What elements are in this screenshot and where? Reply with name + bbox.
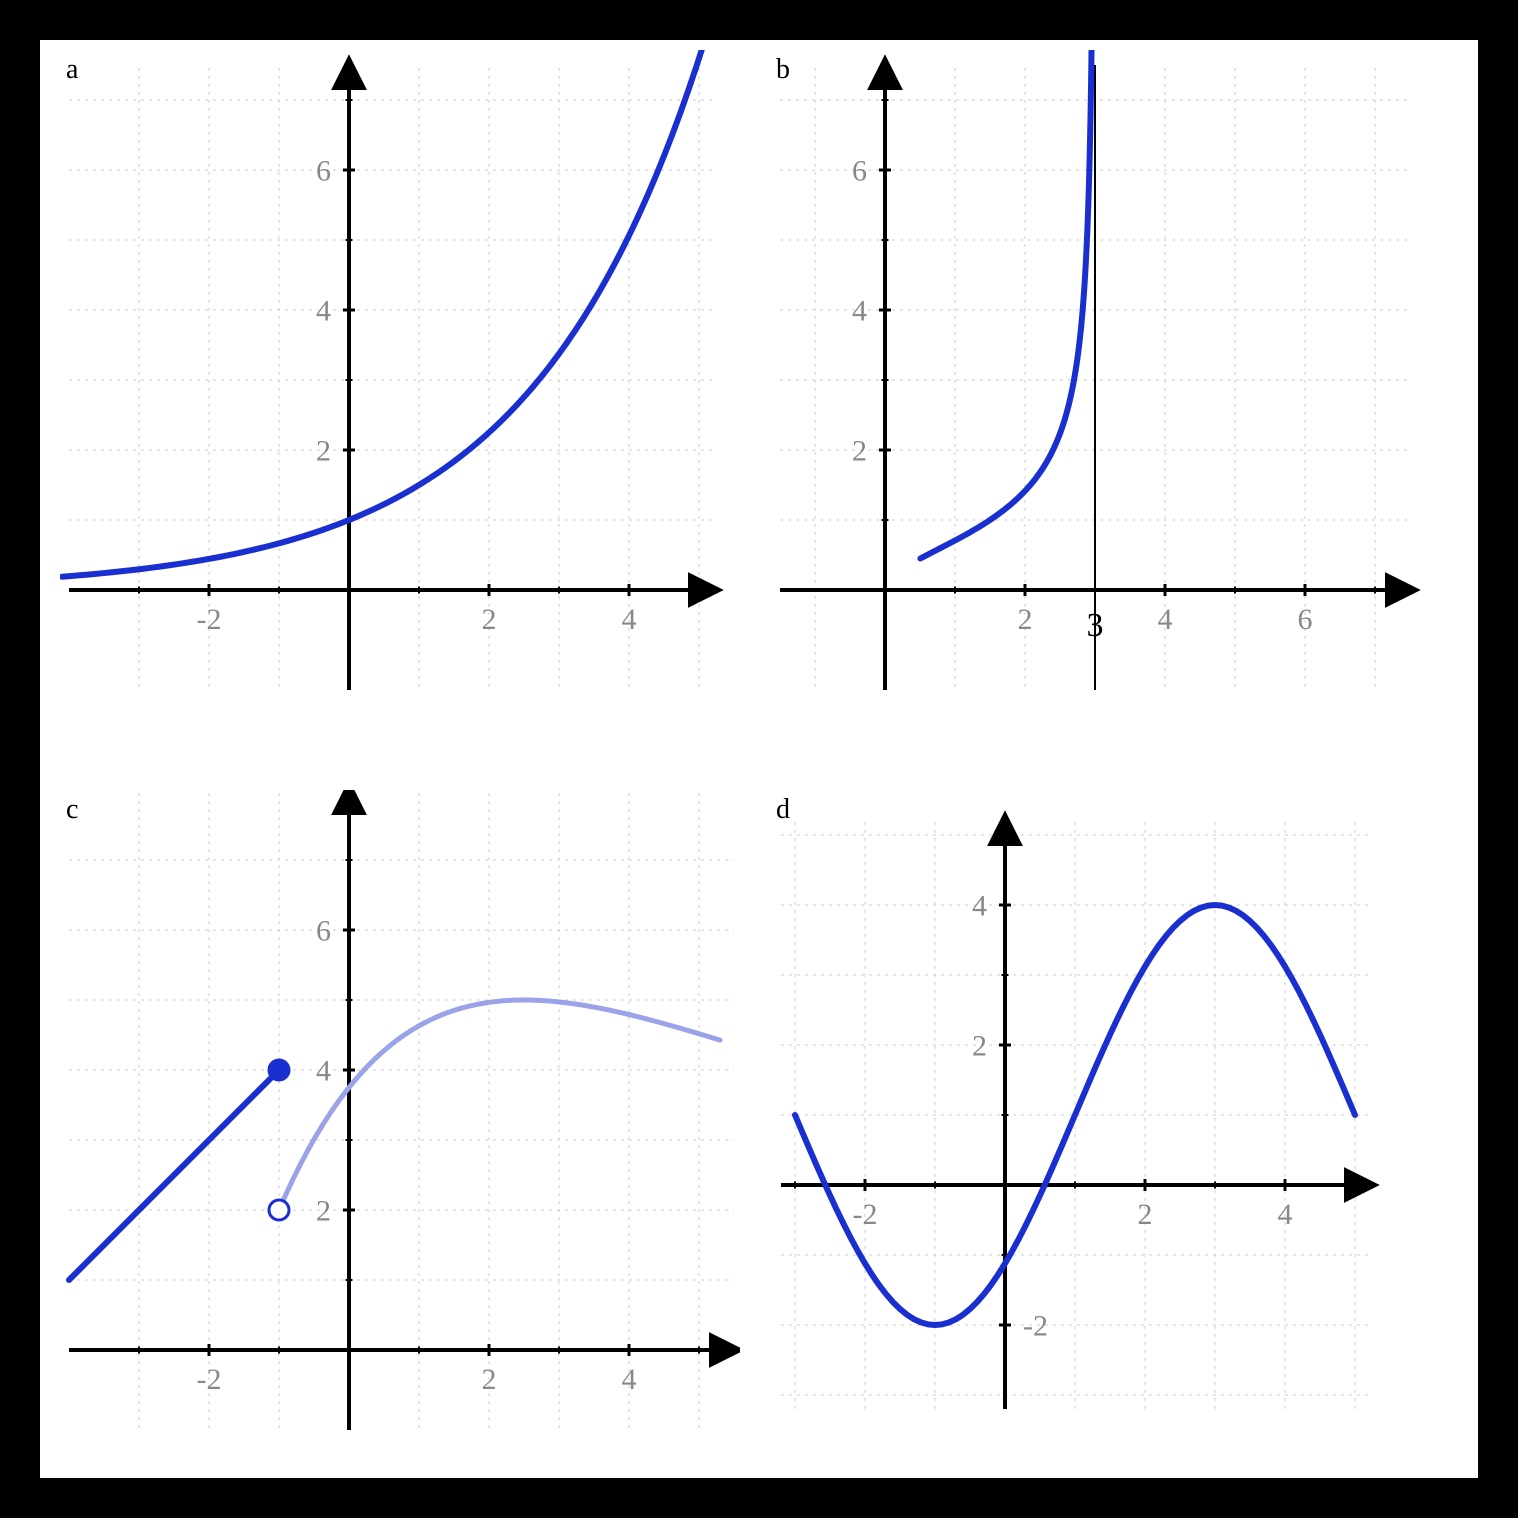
y-tick-label: 4 bbox=[316, 295, 331, 328]
panel-c-label: c bbox=[66, 794, 78, 826]
y-tick-label: 6 bbox=[852, 155, 867, 188]
x-tick-label: 4 bbox=[1278, 1198, 1293, 1231]
y-tick-label: 6 bbox=[316, 915, 331, 948]
panel-d-label: d bbox=[776, 794, 790, 826]
y-tick-label: 6 bbox=[316, 155, 331, 188]
panel-d: d -2 2 4 -2 2 4 bbox=[770, 790, 1450, 1430]
panel-a: a -2 2 4 2 4 6 bbox=[60, 50, 740, 690]
point-open bbox=[269, 1200, 289, 1220]
y-tick-label: 2 bbox=[316, 1195, 331, 1228]
panel-b: b 2 4 6 2 4 6 3 bbox=[770, 50, 1450, 690]
y-tick-label: 2 bbox=[316, 435, 331, 468]
curve bbox=[920, 50, 1091, 559]
curve bbox=[62, 50, 713, 577]
x-tick-label: 2 bbox=[1018, 603, 1033, 636]
curve bbox=[69, 1070, 279, 1280]
panel-c: c -2 2 4 2 4 6 bbox=[60, 790, 740, 1430]
grid bbox=[69, 65, 713, 690]
x-tick-label: 6 bbox=[1298, 603, 1313, 636]
x-tick-label: 4 bbox=[622, 603, 637, 636]
x-tick-label: -2 bbox=[197, 1363, 222, 1396]
y-tick-label: 2 bbox=[972, 1030, 987, 1063]
axes bbox=[69, 790, 734, 1430]
x-tick-label: -2 bbox=[197, 603, 222, 636]
x-tick-label: 2 bbox=[1138, 1198, 1153, 1231]
curve bbox=[279, 1000, 720, 1210]
x-tick-label: 2 bbox=[482, 603, 497, 636]
y-tick-label: 4 bbox=[316, 1055, 331, 1088]
figure-frame: a -2 2 4 2 4 6 b 2 4 6 2 4 6 3 c -2 2 4 2 4 6 d -2 2 4 -2 2 4 bbox=[40, 40, 1478, 1478]
x-tick-label: 4 bbox=[622, 1363, 637, 1396]
x-tick-label: 2 bbox=[482, 1363, 497, 1396]
y-tick-label: 4 bbox=[852, 295, 867, 328]
y-tick-label: 2 bbox=[852, 435, 867, 468]
panel-a-label: a bbox=[66, 54, 78, 86]
x-tick-label: -2 bbox=[853, 1198, 878, 1231]
panel-b-label: b bbox=[776, 54, 790, 86]
axes bbox=[69, 65, 713, 690]
y-tick-label: -2 bbox=[1023, 1310, 1048, 1343]
y-tick-label: 4 bbox=[972, 890, 987, 923]
grid bbox=[69, 790, 734, 1430]
asymptote-label: 3 bbox=[1087, 607, 1104, 644]
x-tick-label: 4 bbox=[1158, 603, 1173, 636]
point-closed bbox=[269, 1060, 289, 1080]
